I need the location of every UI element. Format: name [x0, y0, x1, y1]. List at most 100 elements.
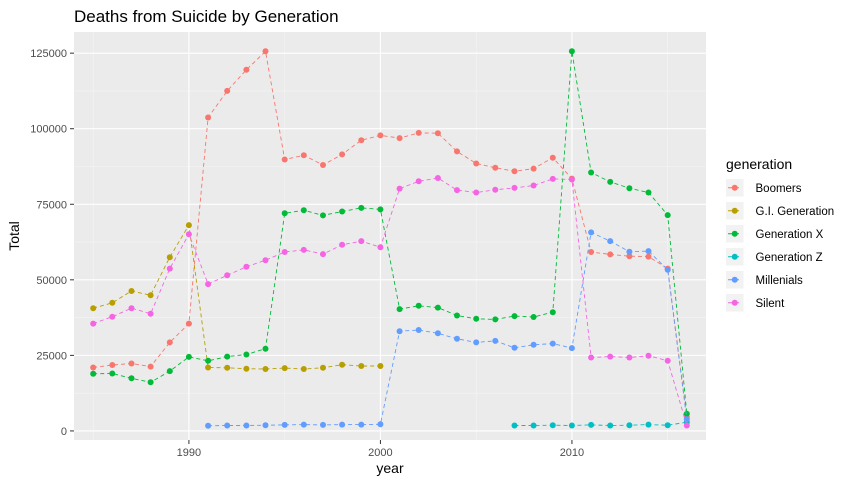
data-point — [224, 364, 231, 371]
data-point — [128, 305, 135, 312]
x-tick-label: 1990 — [177, 447, 201, 459]
series-line — [514, 421, 687, 426]
data-point — [300, 207, 307, 214]
data-point — [243, 66, 250, 73]
data-point — [511, 313, 518, 320]
data-point — [645, 253, 652, 260]
data-point — [473, 339, 480, 346]
data-point — [166, 265, 173, 272]
y-tick-label: 125000 — [30, 48, 67, 60]
data-point — [568, 422, 575, 429]
data-point — [90, 364, 97, 371]
data-point — [243, 351, 250, 358]
data-point — [109, 362, 116, 368]
series-line — [208, 231, 688, 427]
data-point — [300, 152, 307, 159]
data-point — [396, 185, 403, 192]
y-tick-label: 25000 — [36, 350, 67, 362]
data-point — [377, 132, 384, 139]
legend-label: Boomers — [756, 183, 802, 195]
data-point — [109, 299, 116, 306]
data-point — [281, 156, 288, 163]
data-point — [262, 345, 269, 352]
y-axis: 0 25000 50000 75000 100000 125000 — [30, 48, 74, 438]
data-point — [492, 186, 499, 193]
data-point — [339, 208, 346, 215]
y-tick-label: 75000 — [36, 199, 67, 211]
data-point — [473, 160, 480, 167]
chart-title: Deaths from Suicide by Generation — [74, 7, 339, 26]
data-point — [205, 281, 212, 288]
series-generation-z — [511, 419, 690, 429]
data-point — [607, 178, 614, 185]
data-point — [205, 422, 212, 429]
data-point — [396, 306, 403, 313]
data-point — [396, 135, 403, 142]
data-point — [377, 421, 384, 428]
data-point — [549, 309, 556, 316]
data-point — [588, 229, 595, 236]
data-point — [90, 370, 97, 377]
data-point — [166, 368, 173, 375]
data-point — [664, 266, 671, 273]
y-tick-label: 50000 — [36, 275, 67, 287]
data-point — [645, 189, 652, 196]
data-point — [281, 249, 288, 255]
data-point — [664, 212, 671, 219]
data-point — [588, 421, 595, 428]
y-axis-title: Total — [6, 221, 22, 251]
data-point — [568, 176, 575, 183]
data-point — [530, 182, 537, 189]
legend-item-generation-x: Generation X — [726, 225, 824, 243]
plot-panel — [74, 32, 706, 440]
data-point — [358, 137, 365, 144]
legend-item-silent: Silent — [726, 294, 785, 312]
data-point — [320, 251, 326, 258]
legend-label: Silent — [756, 298, 786, 310]
data-point — [300, 246, 307, 253]
data-point — [626, 422, 633, 429]
data-point — [109, 313, 116, 320]
series-layer — [90, 48, 690, 429]
data-point — [549, 154, 556, 161]
data-point — [530, 422, 537, 429]
data-point — [434, 130, 441, 137]
legend-key-point — [731, 276, 738, 283]
data-point — [320, 162, 326, 168]
legend-item-millenials: Millenials — [726, 271, 803, 289]
data-point — [549, 422, 556, 429]
data-point — [415, 302, 422, 309]
data-point — [339, 361, 346, 368]
data-point — [626, 253, 633, 260]
data-point — [166, 254, 173, 261]
legend-label: Millenials — [756, 275, 804, 287]
x-axis: 1990 2000 2010 — [177, 440, 584, 459]
data-point — [434, 304, 441, 311]
data-point — [224, 87, 231, 94]
data-point — [90, 305, 97, 312]
series-generation-x — [90, 48, 690, 417]
data-point — [645, 352, 652, 359]
data-point — [530, 341, 537, 348]
data-point — [626, 354, 633, 361]
data-point — [147, 379, 154, 386]
data-point — [358, 204, 365, 211]
legend-title: generation — [726, 156, 792, 172]
legend-key-point — [731, 184, 738, 191]
legend-key-point — [731, 230, 738, 237]
data-point — [243, 365, 250, 372]
data-point — [588, 169, 595, 176]
data-point — [454, 312, 460, 319]
data-point — [109, 370, 116, 377]
data-point — [530, 165, 537, 172]
data-point — [549, 340, 556, 347]
data-point — [607, 251, 614, 258]
data-point — [300, 421, 307, 428]
data-point — [262, 48, 269, 55]
data-point — [454, 335, 460, 342]
data-point — [205, 364, 212, 371]
data-point — [396, 328, 403, 335]
data-point — [185, 353, 192, 360]
data-point — [377, 206, 384, 213]
